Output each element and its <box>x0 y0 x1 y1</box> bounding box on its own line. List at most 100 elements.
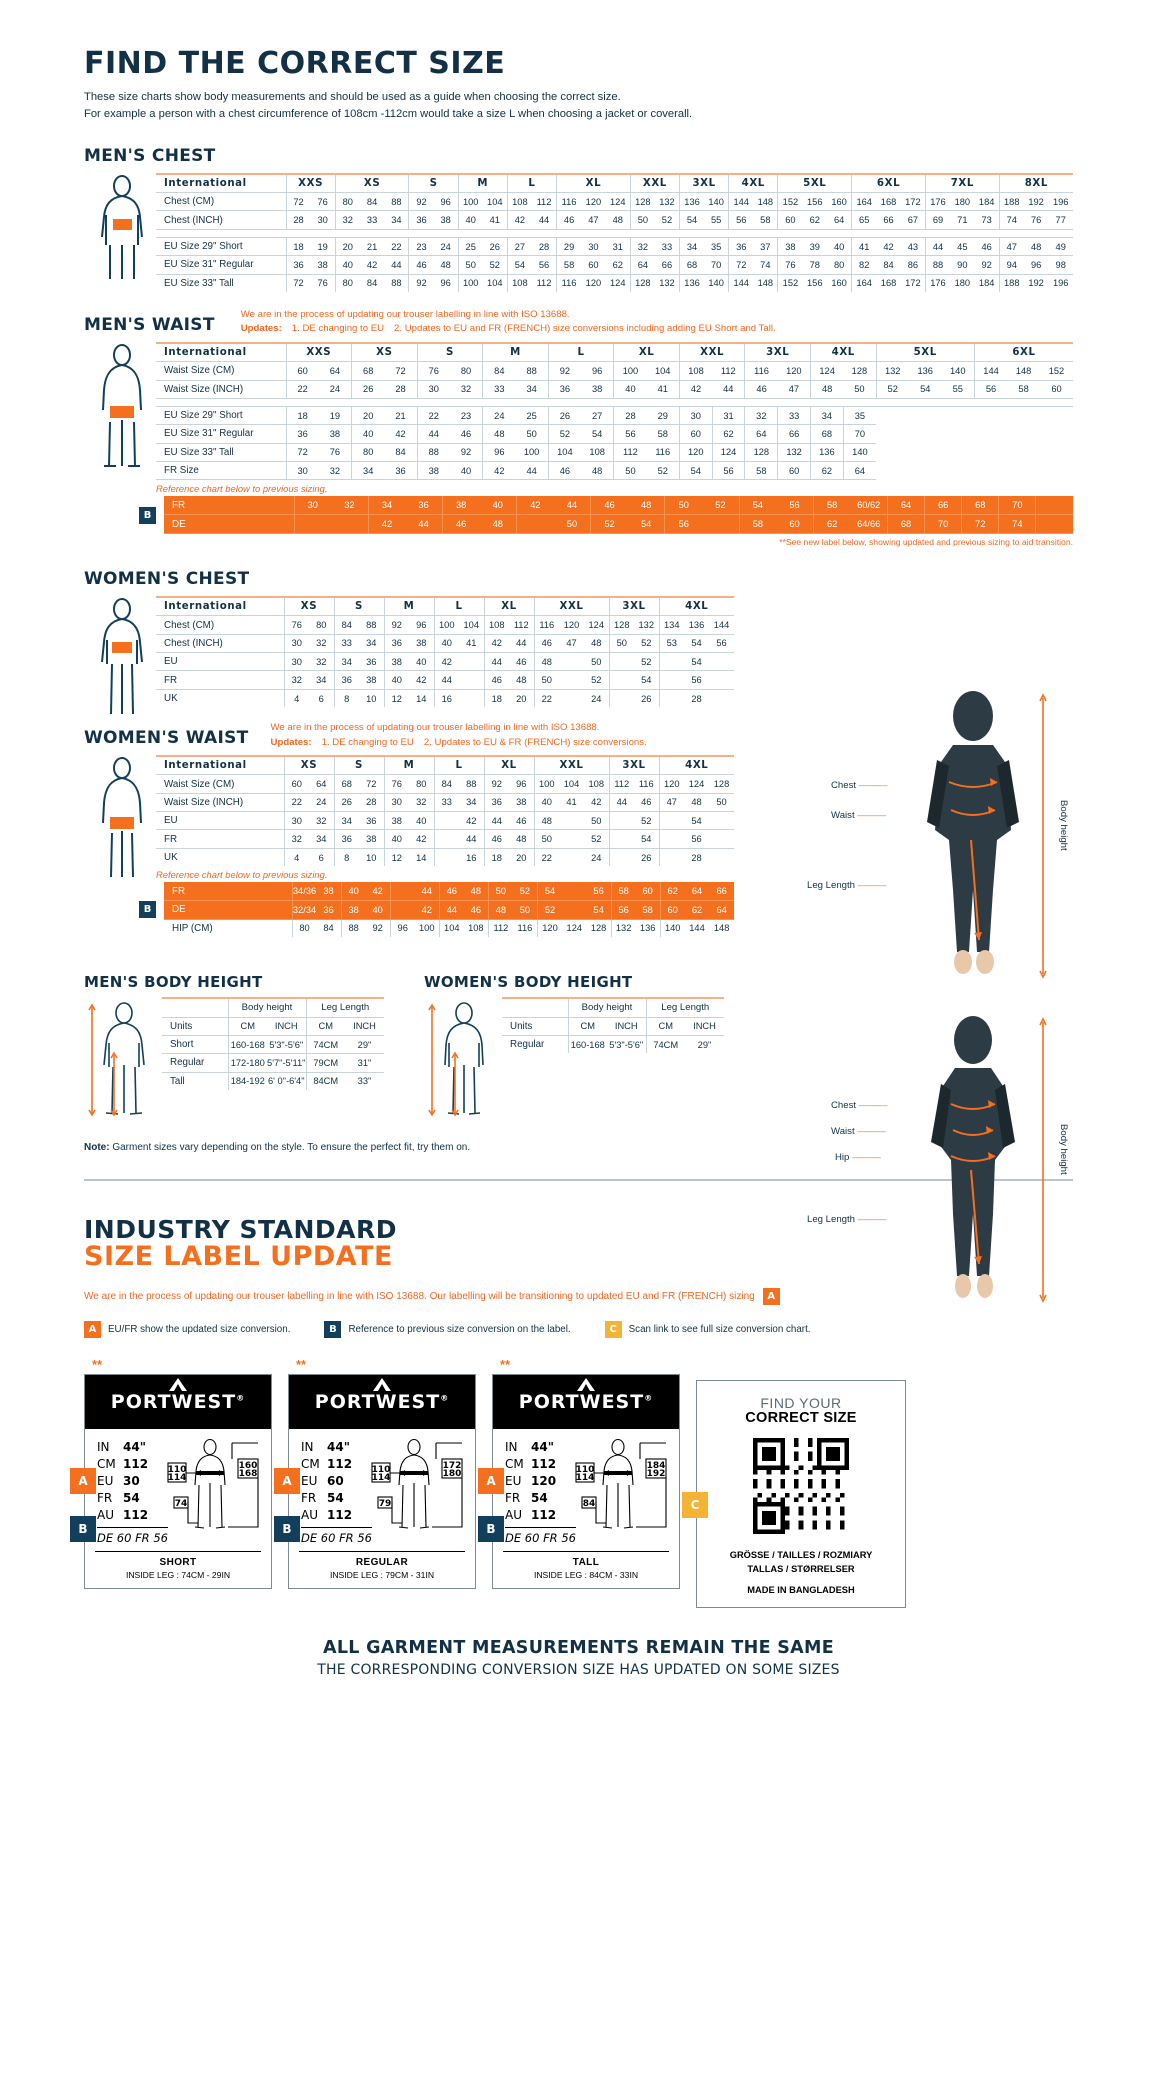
cell: 32 <box>309 811 334 831</box>
qr-code-icon[interactable] <box>753 1438 849 1535</box>
cell: 152 <box>777 192 803 212</box>
cell <box>709 689 734 707</box>
label-brand-header: PORTWEST® <box>289 1375 475 1430</box>
size-header-6xl: 6XL <box>973 341 1073 363</box>
ref-row-label: DE <box>164 514 294 534</box>
cell: 30 <box>581 237 606 257</box>
cell: 56 <box>684 670 709 690</box>
ref-cell: 40 <box>340 882 366 902</box>
cell: 96 <box>509 774 534 794</box>
cell: 42 <box>584 793 609 813</box>
bh-cell: 84CM <box>305 1072 345 1091</box>
ref-table-row: FR 30 32 34 36 38 40 42 44 46 48 50 52 54 56 58 60/62 64 6… <box>164 496 1073 516</box>
cell: 124 <box>810 361 844 381</box>
spec-line-eu: EU 60 <box>301 1473 372 1490</box>
mens-waist-note: We are in the process of updating our tr… <box>241 308 1073 337</box>
ref-cell: 36 <box>405 496 443 516</box>
cell: 52 <box>646 461 680 481</box>
cell: 128 <box>608 615 634 635</box>
cell: 23 <box>408 237 434 257</box>
cell: 47 <box>777 380 811 399</box>
cell: 188 <box>998 192 1024 212</box>
label-figure: 110 114 172 180 79 <box>371 1438 465 1546</box>
cell: 108 <box>506 274 532 292</box>
cell: 33 <box>433 793 459 813</box>
cell: 60 <box>678 424 713 444</box>
cell: 44 <box>483 811 509 831</box>
cell: 88 <box>340 919 366 938</box>
cell: 148 <box>753 192 778 212</box>
badge-a-icon: A <box>84 1321 101 1339</box>
ref-cell: 40 <box>365 900 391 920</box>
cell: 52 <box>482 255 508 275</box>
industry-title-line2: SIZE LABEL UPDATE <box>84 1241 393 1273</box>
cell: 132 <box>654 192 680 212</box>
cell: 40 <box>383 829 409 849</box>
cell: 14 <box>416 852 427 863</box>
cell: 41 <box>851 237 877 257</box>
fig-waist-bottom: 114 <box>372 1473 391 1483</box>
spec-value: 54 <box>123 1491 140 1506</box>
cell: 48 <box>605 210 631 230</box>
bh-empty-cell <box>162 997 228 1018</box>
cell: 92 <box>383 615 409 635</box>
spec-value: 54 <box>327 1491 344 1506</box>
cell: 144 <box>728 274 754 292</box>
cell: 46 <box>556 210 582 230</box>
cell <box>709 829 735 849</box>
row-label: Waist Size (INCH) <box>156 380 286 399</box>
cell: 12 <box>383 689 409 708</box>
cell <box>608 811 634 831</box>
cell: 76 <box>777 255 803 275</box>
cell: 36 <box>333 670 359 690</box>
cell: 28 <box>691 693 702 704</box>
cell: 112 <box>509 615 534 635</box>
cell: 4 <box>283 689 309 708</box>
male-torso-figure <box>84 173 156 292</box>
cell: 18 <box>483 689 509 708</box>
row-label: UK <box>164 693 178 704</box>
badge-b-card: B <box>274 1516 300 1543</box>
cell <box>658 652 684 672</box>
mens-waist-ref-block: B FR 30 32 34 36 38 40 42 44 46 48 50 52 54 56 58 60/62 6… <box>84 496 1073 534</box>
fig-height-bottom: 168 <box>239 1469 258 1479</box>
cell: 108 <box>584 774 609 794</box>
cell <box>658 848 684 867</box>
bh-sub-header: INCH <box>267 1017 306 1036</box>
cell: 84 <box>433 774 459 794</box>
bh-row-label: Regular <box>162 1053 228 1073</box>
cell: 34 <box>333 811 359 831</box>
cell: 78 <box>802 255 828 275</box>
size-header-xs: XS <box>351 341 418 363</box>
cell: 30 <box>383 793 409 813</box>
fig-waist-top: 110 <box>372 1465 391 1475</box>
row-label-header: International <box>156 754 284 776</box>
row-label-header: International <box>156 341 286 363</box>
cell: 120 <box>581 192 606 212</box>
row-label: EU Size 29" Short <box>156 406 286 426</box>
row-label: Waist Size (INCH) <box>156 793 284 813</box>
womens-hip-table: HIP (CM) 80 84 88 92 96 100 104 108 112 116 120 124 1… <box>164 919 734 938</box>
cell: 38 <box>409 634 434 654</box>
spec-line-cm: CM 112 <box>505 1456 576 1473</box>
table-header-row: International XXS XS S M L XL XXL 3XL 4XL 5XL 6XL <box>156 341 1073 363</box>
label-body: IN 44" CM 112 EU 120 FR 54 AU 112 DE 60 FR 56 110 11… <box>493 1429 679 1550</box>
table-row: Waist Size (INCH) 22 24 26 28 30 32 33 34 36 38 40 4… <box>156 793 735 813</box>
cell: 20 <box>516 852 527 863</box>
bh-sub-header: CM <box>567 1017 607 1036</box>
qr-title-top: FIND YOUR <box>760 1395 842 1412</box>
size-header-6xl: 6XL <box>851 172 926 194</box>
spec-key: EU <box>505 1474 522 1489</box>
womens-body-height-table: Body height Leg Length Units CM INCH CM INCH Re… <box>502 997 724 1054</box>
cell: 144 <box>728 192 754 212</box>
ref-cell: 44 <box>405 514 443 534</box>
bh-group-header: Body height <box>567 997 646 1018</box>
badge-a-card: A <box>274 1468 300 1495</box>
ref-cell: 62 <box>812 514 851 534</box>
label-inside-leg: INSIDE LEG : 74CM - 29IN <box>125 1569 231 1580</box>
fig-height-top: 160 <box>239 1461 258 1471</box>
womens-body-height-title: WOMEN'S BODY HEIGHT <box>424 973 633 992</box>
cell: 69 <box>924 210 951 230</box>
spec-key: AU <box>505 1508 522 1523</box>
cell: 152 <box>777 274 803 292</box>
